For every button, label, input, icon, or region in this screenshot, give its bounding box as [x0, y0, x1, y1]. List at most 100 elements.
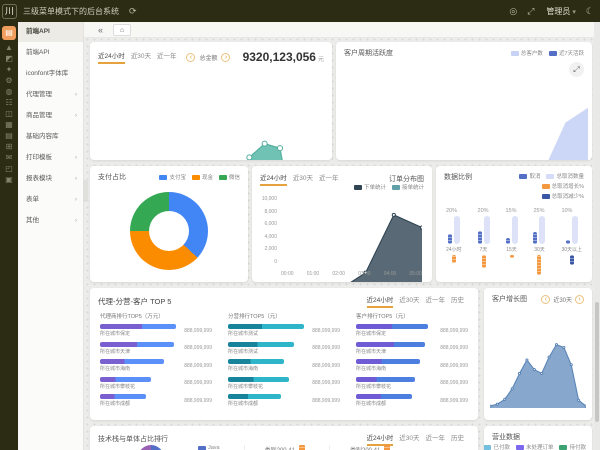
theme-icon[interactable]: ☾ [585, 5, 594, 16]
users-icon[interactable]: ◫ [5, 109, 13, 118]
rank-bar [100, 324, 180, 329]
ratio-below-bar [451, 255, 456, 263]
legend-swatch [353, 184, 362, 190]
legend-item[interactable]: 下单统计 [353, 183, 386, 191]
fullscreen-icon[interactable]: ⤢ [527, 5, 535, 16]
payment-card: 支付占比 支付宝 现金 微信 [90, 166, 248, 282]
files-icon[interactable]: ▦ [5, 120, 13, 129]
prev-button[interactable]: ‹ [186, 52, 196, 62]
tab[interactable]: 近30天 [292, 175, 313, 182]
tab[interactable]: 近24小时 [260, 172, 287, 186]
card-title: 客户周期活跃度 [344, 50, 393, 57]
rank-bar [228, 394, 308, 399]
tab[interactable]: 近一年 [318, 175, 339, 182]
sidebar-collapse-handle[interactable] [83, 180, 88, 202]
monitor-icon[interactable]: ◩ [5, 54, 13, 63]
collapse-icon[interactable]: « [98, 24, 104, 35]
ratio-label: 30天 [534, 247, 545, 253]
tools-icon[interactable]: ✦ [5, 65, 13, 74]
goods-icon[interactable]: ◍ [5, 87, 13, 96]
legend-label: 取消 [529, 174, 541, 180]
tab[interactable]: 历史 [451, 297, 464, 304]
sidebar-item[interactable]: 基础内容库 [18, 126, 83, 147]
rank-value: 888,999,999 [184, 380, 212, 386]
top5-column-title: 分营排行TOP5（元） [228, 314, 281, 320]
legend-item[interactable]: Java [198, 445, 220, 450]
tab[interactable]: 历史 [451, 435, 464, 442]
sidebar-item-label: 前端API [26, 49, 50, 56]
rank-label: 所在城市海南 [228, 366, 259, 372]
lang-icon[interactable]: ◎ [509, 5, 518, 16]
home-tab[interactable]: ⌂ [113, 23, 132, 36]
settings-icon[interactable]: ⚙ [5, 76, 13, 85]
tab[interactable]: 近一年 [425, 297, 446, 304]
rank-label: 所在城市攀枝花 [100, 383, 136, 390]
tick-label: 04:00 [383, 271, 397, 277]
rank-label: 所在城市天津 [100, 348, 131, 355]
legend-label: 总客户数 [520, 51, 543, 57]
logo-icon[interactable]: 川 [2, 3, 17, 19]
reports-icon[interactable]: ▤ [5, 131, 13, 140]
more-icon[interactable]: ▣ [5, 175, 13, 184]
tab[interactable]: 近30天 [399, 435, 420, 442]
components-icon[interactable]: ☷ [5, 98, 13, 107]
sidebar-item[interactable]: 商品管理 › [18, 105, 83, 126]
expand-button[interactable]: ⤢ [569, 62, 584, 77]
legend-item[interactable]: 总取消增长% [541, 182, 584, 190]
rank-bar [356, 324, 436, 329]
print-icon[interactable]: ⊞ [5, 142, 13, 151]
sidebar-header: 前端API [18, 22, 83, 42]
message-icon[interactable]: ✉ [5, 153, 13, 162]
sidebar-item[interactable]: 表单 › [18, 189, 83, 210]
revenue-tabs: 近24小时 近30天 近一年 [98, 50, 182, 64]
scrollbar[interactable] [594, 22, 600, 450]
tab[interactable]: 近30天 [399, 297, 420, 304]
ratio-bar-bg [511, 216, 518, 244]
analytics-icon[interactable]: ▲ [5, 43, 13, 52]
tab[interactable]: 近24小时 [366, 294, 394, 308]
tab[interactable]: 近一年 [156, 53, 177, 60]
legend-item[interactable]: 已付款 [484, 443, 510, 450]
scrollbar-thumb[interactable] [595, 302, 599, 422]
legend-item[interactable]: 支付宝 [159, 173, 186, 181]
sidebar-item[interactable]: 其他 › [18, 210, 83, 231]
next-button[interactable]: › [221, 52, 231, 62]
legend-item[interactable]: 现金 [191, 173, 213, 181]
user-menu[interactable]: 管理员 ▾ [546, 6, 576, 17]
prev-button[interactable]: ‹ [541, 294, 551, 304]
sidebar-item[interactable]: 代理管理 › [18, 84, 83, 105]
refresh-icon[interactable]: ⟳ [129, 5, 137, 16]
card-title: 营业数据 [492, 434, 520, 441]
rail-active-item[interactable]: ▤ [2, 26, 16, 40]
ratio-label: 7天 [479, 247, 488, 253]
rail-icon-list: ▲ ◩ ✦ ⚙ ◍ ☷ ◫ ▦ ▤ ⊞ ✉ ◰ ▣ [0, 42, 18, 185]
sidebar-item[interactable]: 报表模块 › [18, 168, 83, 189]
legend-item[interactable]: 近7天活跃 [548, 49, 584, 57]
sidebar-item[interactable]: 前端API [18, 42, 83, 63]
ratio-bars-chart: 20% 24小时 20% 7天 15% 15天 25% 30天 10% 30天以上 [446, 208, 582, 280]
legend-item[interactable]: 未处理订单 [515, 443, 553, 450]
tab[interactable]: 近24小时 [366, 432, 394, 446]
permissions-icon[interactable]: ◰ [5, 164, 13, 173]
rank-value: 888,999,999 [184, 345, 212, 351]
activity-legend: 总客户数 近7天活跃 [505, 49, 584, 57]
sidebar-item[interactable]: iconfont字体库 [18, 63, 83, 84]
tech-tabs: 近24小时 近30天 近一年 历史 [366, 432, 470, 446]
legend-item[interactable]: 接单统计 [391, 183, 424, 191]
tab[interactable]: 近30天 [130, 53, 151, 60]
donut-hole [149, 211, 189, 251]
legend-item[interactable]: 总取消减少% [541, 192, 584, 200]
rank-value: 888,999,999 [184, 327, 212, 334]
content: « ⌂ 近24小时 近30天 近一年 ‹ 总金额 › 9320,123,056 元 客… [84, 22, 600, 450]
legend-item[interactable]: 待付款 [559, 443, 586, 450]
legend-item[interactable]: 总客户数 [510, 49, 543, 57]
ratio-bar-pair [505, 216, 518, 244]
sidebar-item[interactable]: 打印模板 › [18, 147, 83, 168]
legend-item[interactable]: 微信 [218, 173, 240, 181]
tab[interactable]: 近24小时 [98, 50, 125, 64]
legend-item[interactable]: 总取消数量 [546, 172, 584, 180]
next-button[interactable]: › [575, 294, 584, 304]
legend-item[interactable]: 取消 [519, 172, 540, 180]
tab[interactable]: 近一年 [425, 435, 446, 442]
